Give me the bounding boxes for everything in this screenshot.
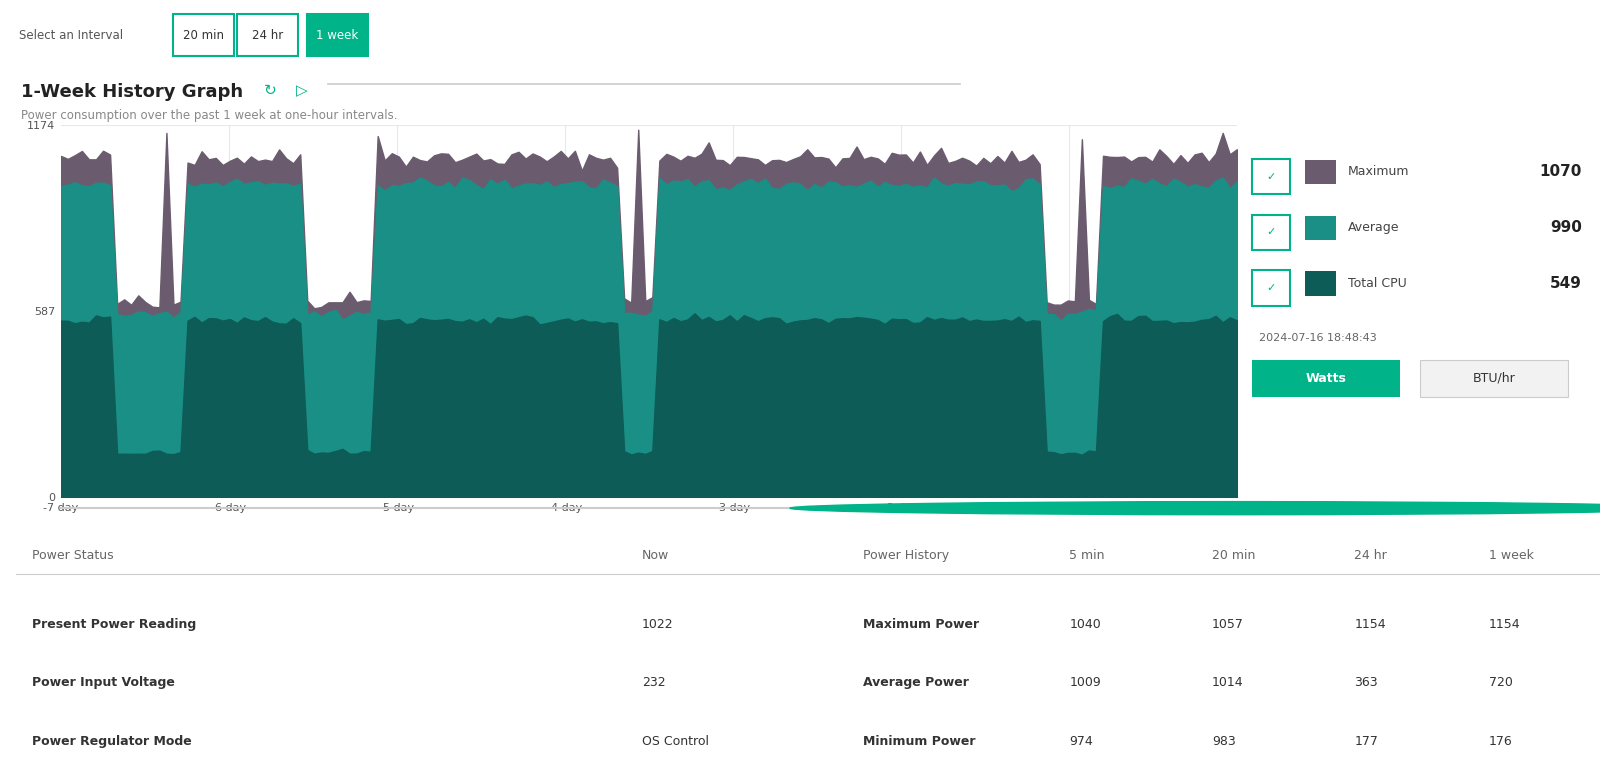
Text: 24 hr: 24 hr <box>1355 549 1387 562</box>
Text: Minimum Power: Minimum Power <box>864 734 976 748</box>
Text: Power Status: Power Status <box>32 549 114 562</box>
Text: 1154: 1154 <box>1355 618 1386 630</box>
Text: 232: 232 <box>642 676 666 689</box>
Text: 24 hr: 24 hr <box>251 29 283 41</box>
Text: 363: 363 <box>1355 676 1378 689</box>
Text: 990: 990 <box>1550 220 1582 235</box>
Text: Maximum Power: Maximum Power <box>864 618 979 630</box>
FancyBboxPatch shape <box>173 14 234 56</box>
Text: 1057: 1057 <box>1211 618 1243 630</box>
Text: 1154: 1154 <box>1490 618 1520 630</box>
Text: Average: Average <box>1347 221 1400 234</box>
FancyBboxPatch shape <box>1306 160 1336 184</box>
Text: Now: Now <box>642 549 669 562</box>
Text: 1022: 1022 <box>642 618 674 630</box>
FancyBboxPatch shape <box>307 14 368 56</box>
Text: Maximum: Maximum <box>1347 165 1410 179</box>
Text: ↻: ↻ <box>264 83 277 98</box>
Text: 983: 983 <box>1211 734 1235 748</box>
Text: Power consumption over the past 1 week at one-hour intervals.: Power consumption over the past 1 week a… <box>21 109 397 122</box>
Text: 2024-07-16 18:48:43: 2024-07-16 18:48:43 <box>1259 333 1376 343</box>
Text: Power Input Voltage: Power Input Voltage <box>32 676 174 689</box>
Text: 974: 974 <box>1069 734 1093 748</box>
Text: ✓: ✓ <box>1266 283 1275 293</box>
FancyBboxPatch shape <box>1306 215 1336 240</box>
FancyBboxPatch shape <box>1251 215 1290 250</box>
Text: 549: 549 <box>1550 276 1582 290</box>
Text: 1 week: 1 week <box>1490 549 1534 562</box>
Text: 1014: 1014 <box>1211 676 1243 689</box>
FancyBboxPatch shape <box>1251 159 1290 194</box>
FancyBboxPatch shape <box>237 14 298 56</box>
Text: BTU/hr: BTU/hr <box>1474 372 1515 384</box>
Text: 1040: 1040 <box>1069 618 1101 630</box>
FancyBboxPatch shape <box>1421 359 1568 397</box>
Text: Present Power Reading: Present Power Reading <box>32 618 197 630</box>
Text: ▷: ▷ <box>296 83 307 98</box>
Text: Average Power: Average Power <box>864 676 970 689</box>
Text: 5 min: 5 min <box>1069 549 1106 562</box>
FancyBboxPatch shape <box>1251 359 1400 397</box>
FancyBboxPatch shape <box>1306 272 1336 296</box>
Text: 176: 176 <box>1490 734 1514 748</box>
Text: 720: 720 <box>1490 676 1514 689</box>
Text: OS Control: OS Control <box>642 734 709 748</box>
Text: ✓: ✓ <box>1266 171 1275 182</box>
Text: Power History: Power History <box>864 549 949 562</box>
Text: 20 min: 20 min <box>182 29 224 41</box>
Text: ✓: ✓ <box>1266 227 1275 237</box>
Text: 20 min: 20 min <box>1211 549 1256 562</box>
Circle shape <box>790 502 1600 514</box>
Text: 177: 177 <box>1355 734 1378 748</box>
Text: 1009: 1009 <box>1069 676 1101 689</box>
Text: 1 week: 1 week <box>317 29 358 41</box>
FancyBboxPatch shape <box>1251 270 1290 305</box>
Text: 1070: 1070 <box>1539 164 1582 179</box>
Text: Power Regulator Mode: Power Regulator Mode <box>32 734 192 748</box>
Text: Select an Interval: Select an Interval <box>19 29 123 41</box>
Text: Watts: Watts <box>1306 372 1346 384</box>
Text: 1-Week History Graph: 1-Week History Graph <box>21 83 243 101</box>
Text: Total CPU: Total CPU <box>1347 277 1406 290</box>
